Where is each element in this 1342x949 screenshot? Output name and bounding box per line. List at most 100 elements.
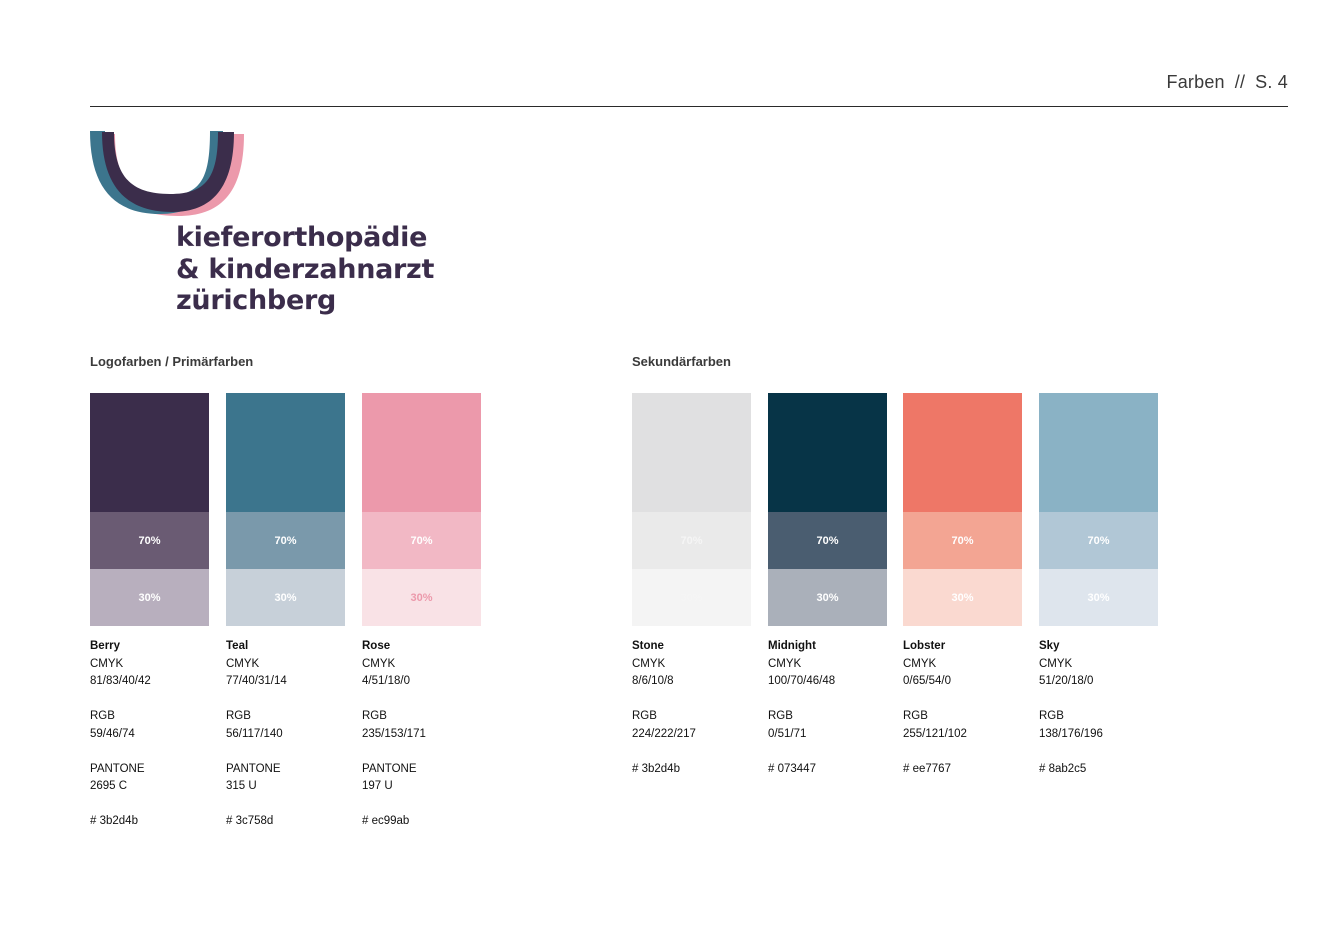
swatch-midnight: 70% 30% Midnight CMYK 100/70/46/48 RGB 0… [768,393,887,778]
pantone-value: 197 U [362,780,393,792]
swatch-tint-70: 70% [632,512,751,569]
rgb-label: RGB [1039,710,1064,722]
logo-line-2: & kinderzahnarzt [176,253,435,285]
swatch-tint-30: 30% [226,569,345,626]
logo-line-1: kieferorthopädie [176,222,428,253]
color-name: Berry [90,640,121,652]
color-swatch: 70% 30% [768,393,887,626]
swatch-full [768,393,887,512]
rgb-value: 59/46/74 [90,727,135,740]
pantone-label: PANTONE [90,762,145,775]
swatch-lobster: 70% 30% Lobster CMYK 0/65/54/0 RGB 255/1… [903,393,1022,778]
secondary-section-title: Sekundärfarben [632,354,731,369]
hex-value: # 3b2d4b [90,815,138,827]
swatch-teal: 70% 30% Teal CMYK 77/40/31/14 RGB 56/117… [226,393,345,831]
swatch-tint-30: 30% [903,569,1022,626]
swatch-full [903,393,1022,512]
color-swatch: 70% 30% [226,393,345,626]
swatch-tint-70: 70% [90,512,209,569]
page-header: Farben // S. 4 [1167,72,1288,93]
color-swatch: 70% 30% [362,393,481,626]
logo-arc-berry [102,132,234,212]
color-name: Midnight [768,640,816,652]
cmyk-label: CMYK [1039,657,1073,670]
swatch-full [1039,393,1158,512]
rgb-value: 56/117/140 [226,727,283,740]
cmyk-value: 77/40/31/14 [226,675,287,687]
color-name: Rose [362,640,391,652]
rgb-label: RGB [903,710,928,722]
cmyk-label: CMYK [903,657,937,670]
cmyk-value: 8/6/10/8 [632,675,674,687]
logo-mark [90,131,244,216]
swatch-rose: 70% 30% Rose CMYK 4/51/18/0 RGB 235/153/… [362,393,481,831]
pantone-label: PANTONE [226,762,281,775]
cmyk-value: 100/70/46/48 [768,675,836,687]
swatch-full [226,393,345,512]
section-name: Farben [1166,72,1225,92]
cmyk-value: 4/51/18/0 [362,675,410,687]
hex-value: # ee7767 [903,762,951,775]
swatch-full [90,393,209,512]
swatch-info: Midnight CMYK 100/70/46/48 RGB 0/51/71 #… [768,638,887,778]
cmyk-value: 0/65/54/0 [903,675,951,687]
color-swatch: 70% 30% [903,393,1022,626]
cmyk-label: CMYK [90,657,124,670]
swatch-info: Lobster CMYK 0/65/54/0 RGB 255/121/102 #… [903,638,1022,778]
swatch-tint-70: 70% [362,512,481,569]
cmyk-label: CMYK [768,657,802,670]
swatch-info: Stone CMYK 8/6/10/8 RGB 224/222/217 # 3b… [632,638,751,778]
rgb-value: 255/121/102 [903,727,967,740]
header-rule [90,106,1288,107]
swatch-tint-30: 30% [632,569,751,626]
hex-value: # ec99ab [362,815,410,827]
logo-wordmark: kieferorthopädie & kinderzahnarzt zürich… [176,222,434,317]
cmyk-label: CMYK [362,657,396,670]
swatch-info: Rose CMYK 4/51/18/0 RGB 235/153/171 PANT… [362,638,481,831]
rgb-label: RGB [632,710,657,722]
swatch-tint-30: 30% [768,569,887,626]
color-swatch: 70% 30% [1039,393,1158,626]
color-swatch: 70% 30% [90,393,209,626]
color-name: Sky [1039,640,1060,652]
page-number: S. 4 [1255,72,1288,92]
swatch-info: Teal CMYK 77/40/31/14 RGB 56/117/140 PAN… [226,638,345,831]
swatch-info: Sky CMYK 51/20/18/0 RGB 138/176/196 # 8a… [1039,638,1158,778]
logo-line-3: zürichberg [176,285,337,316]
swatch-stone: 70% 30% Stone CMYK 8/6/10/8 RGB 224/222/… [632,393,751,778]
swatch-full [632,393,751,512]
rgb-label: RGB [362,710,387,722]
rgb-value: 0/51/71 [768,727,807,740]
pantone-value: 315 U [226,780,257,792]
color-name: Teal [226,640,249,652]
swatch-tint-70: 70% [903,512,1022,569]
cmyk-value: 81/83/40/42 [90,675,151,687]
rgb-label: RGB [768,710,793,722]
color-swatch: 70% 30% [632,393,751,626]
swatch-tint-70: 70% [768,512,887,569]
color-name: Lobster [903,640,946,652]
swatch-tint-30: 30% [362,569,481,626]
swatch-tint-30: 30% [1039,569,1158,626]
pantone-label: PANTONE [362,762,417,775]
swatch-tint-70: 70% [226,512,345,569]
primary-section-title: Logofarben / Primärfarben [90,354,254,369]
rgb-label: RGB [90,710,115,722]
swatch-berry: 70% 30% Berry CMYK 81/83/40/42 RGB 59/46… [90,393,209,831]
pantone-value: 2695 C [90,780,128,792]
cmyk-label: CMYK [632,657,666,670]
swatch-info: Berry CMYK 81/83/40/42 RGB 59/46/74 PANT… [90,638,209,831]
swatch-full [362,393,481,512]
header-separator: // [1234,72,1246,92]
swatch-tint-70: 70% [1039,512,1158,569]
cmyk-label: CMYK [226,657,260,670]
rgb-value: 138/176/196 [1039,727,1103,740]
rgb-value: 235/153/171 [362,727,426,740]
swatch-sky: 70% 30% Sky CMYK 51/20/18/0 RGB 138/176/… [1039,393,1158,778]
cmyk-value: 51/20/18/0 [1039,675,1094,687]
hex-value: # 073447 [768,762,816,775]
hex-value: # 8ab2c5 [1039,762,1087,775]
hex-value: # 3b2d4b [632,762,680,775]
hex-value: # 3c758d [226,815,274,827]
color-name: Stone [632,640,664,652]
